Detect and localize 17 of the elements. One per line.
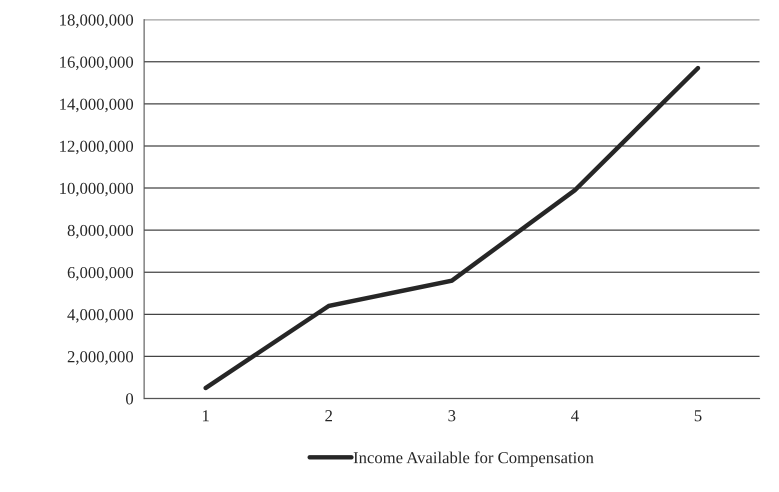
x-tick-label: 4 [571,410,579,422]
y-tick-label: 0 [126,393,134,404]
y-tick-label: 14,000,000 [60,98,134,112]
x-tick-label: 5 [694,410,702,422]
y-tick-label: 6,000,000 [68,266,134,281]
line-series [203,66,700,390]
y-tick-label: 12,000,000 [60,140,134,154]
legend-label: Income Available for Compensation [354,451,594,467]
y-tick-label: 2,000,000 [68,351,134,365]
y-tick-label: 18,000,000 [60,14,134,28]
x-tick-label: 2 [325,410,332,422]
y-tick-label: 4,000,000 [67,309,134,323]
y-tick-label: 16,000,000 [60,56,134,70]
y-tick-label: 10,000,000 [60,182,134,196]
x-tick-label: 3 [448,410,456,422]
y-tick-label: 8,000,000 [68,224,134,238]
x-tick-label: 1 [202,410,209,422]
